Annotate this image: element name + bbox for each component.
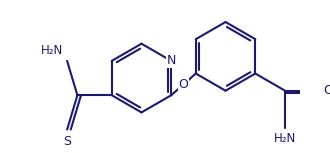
Text: H₂N: H₂N [274,132,296,145]
Text: O: O [179,78,188,91]
Text: S: S [63,135,71,148]
Text: H₂N: H₂N [41,44,63,57]
Text: O: O [323,84,330,97]
Text: N: N [167,54,176,67]
